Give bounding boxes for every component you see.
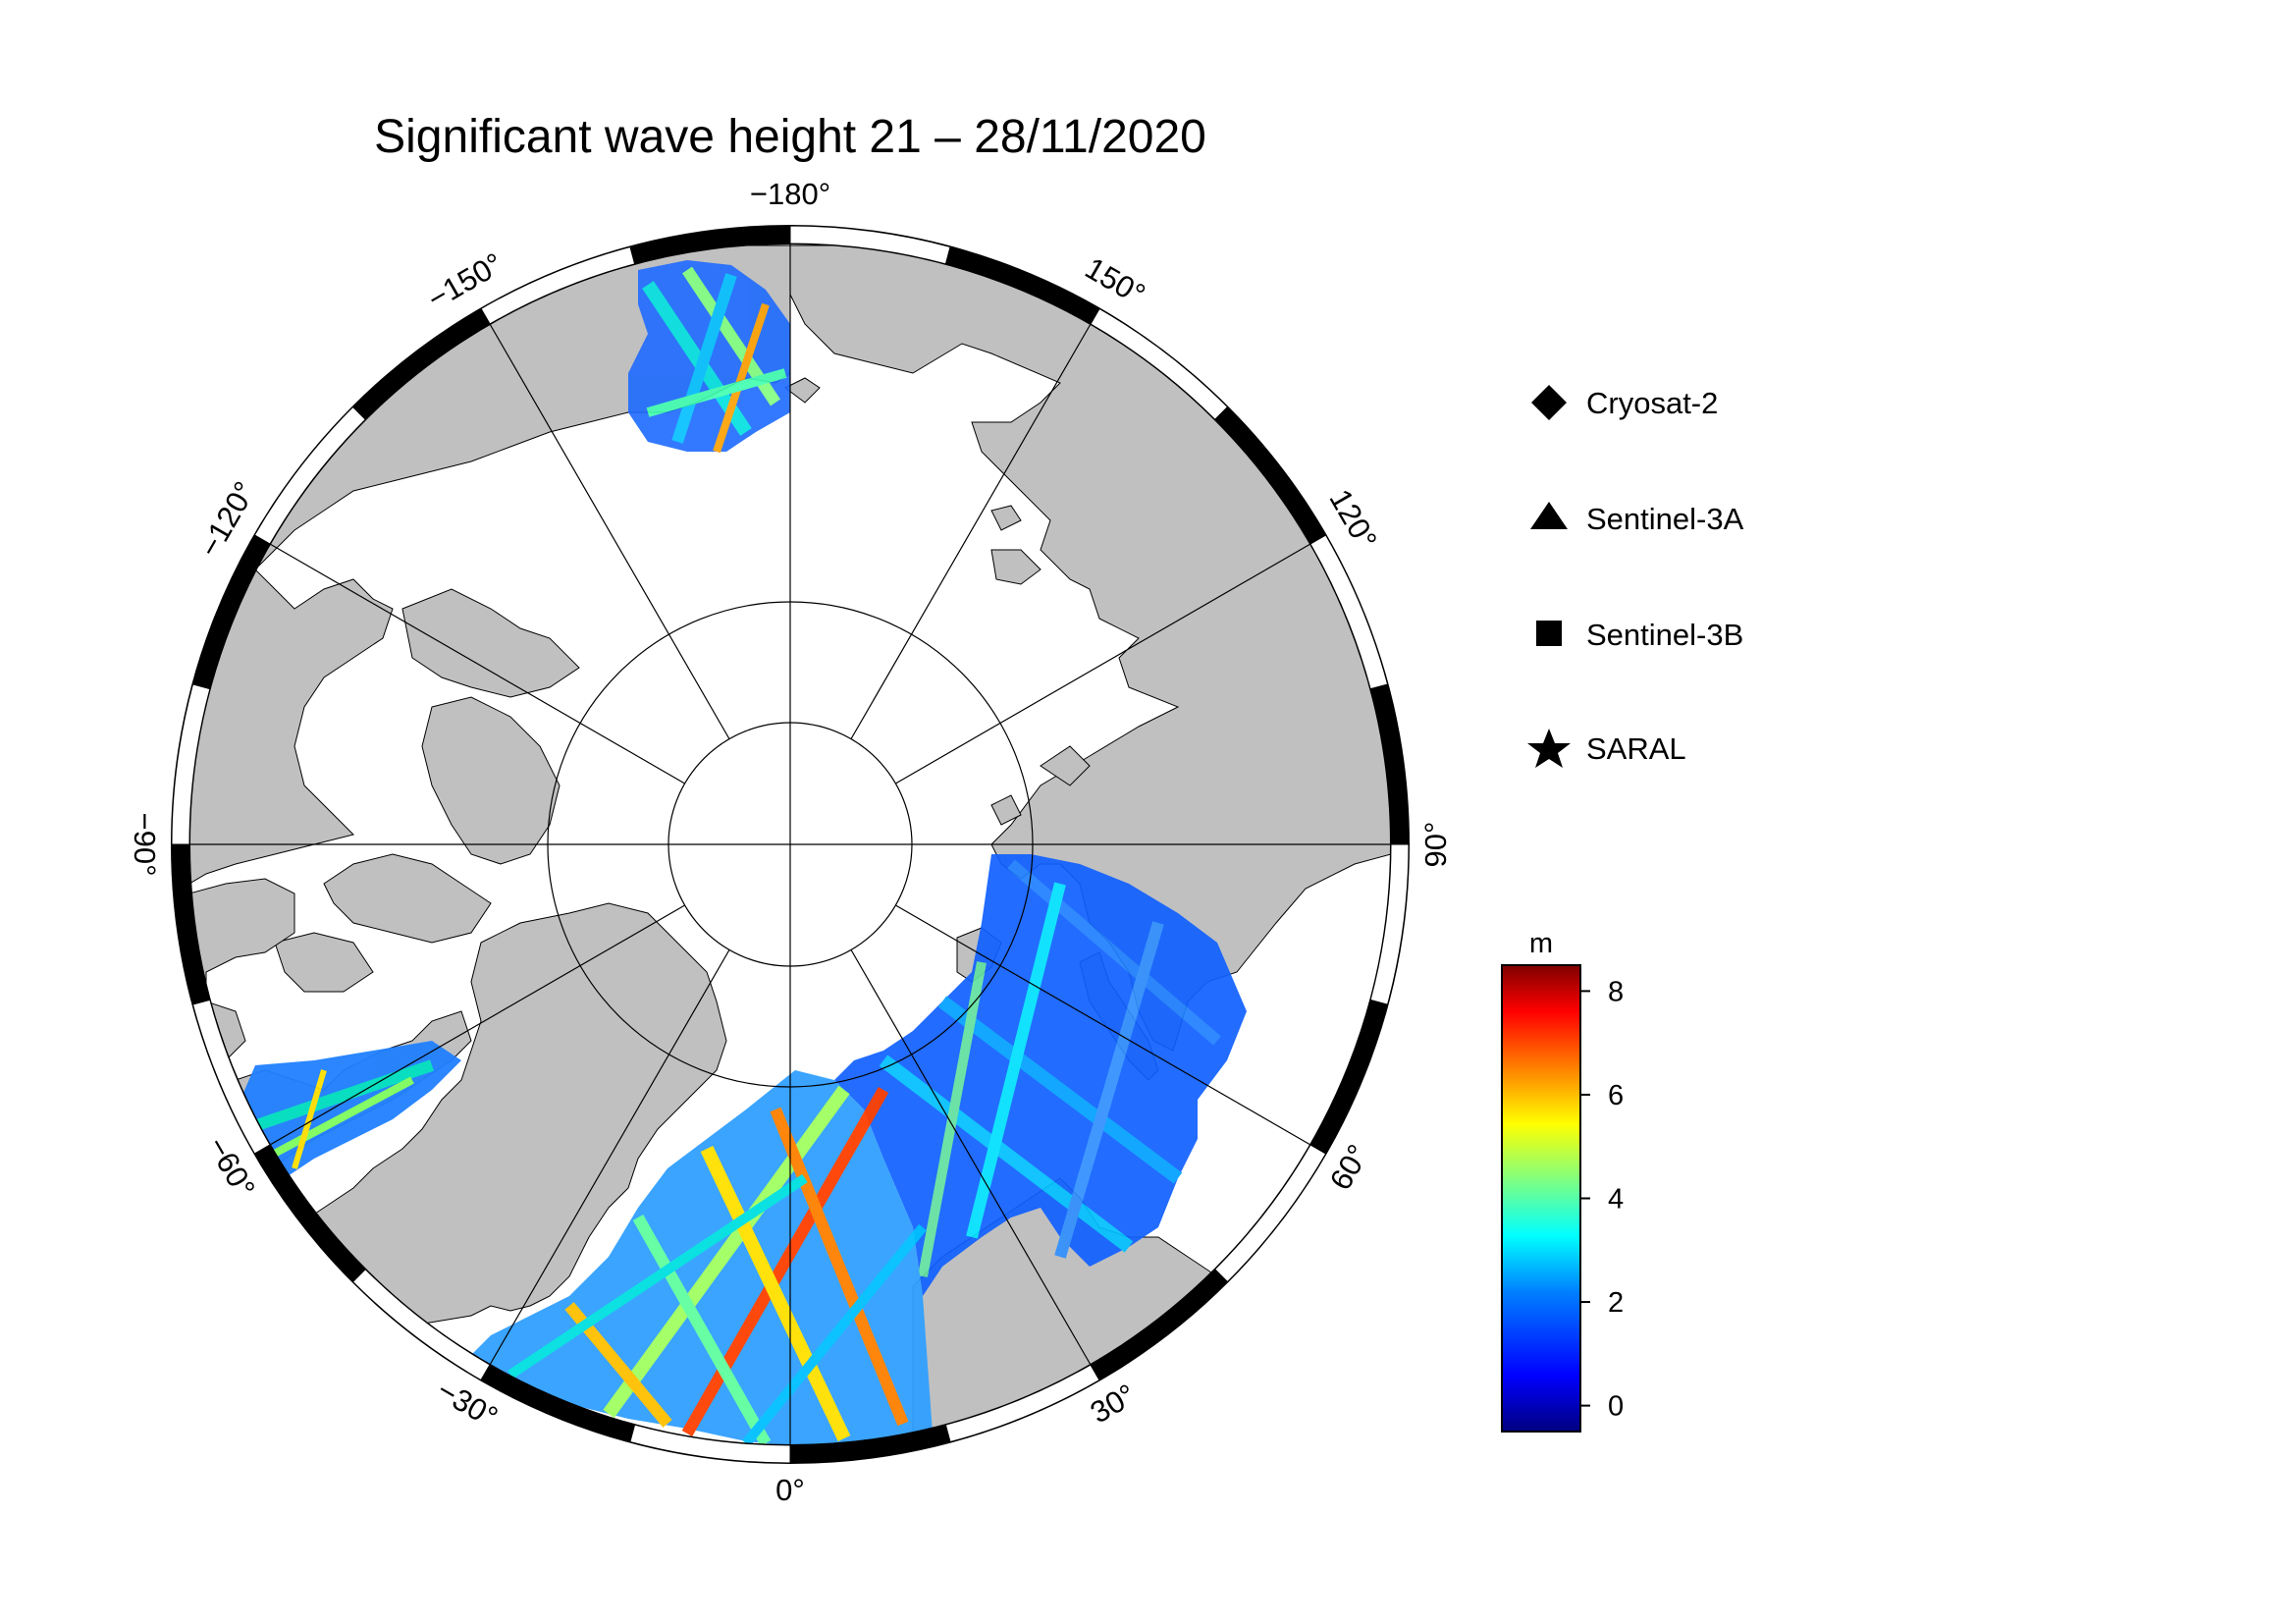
land-canada (189, 568, 394, 885)
legend-label-sentinel-3a: Sentinel-3A (1586, 502, 1744, 536)
lon-label-3: 90° (1418, 822, 1453, 868)
land-wrangel (784, 377, 821, 404)
swath-barents-6 (1054, 921, 1164, 1259)
land-severnaya-zemlya (990, 745, 1091, 826)
legend-label-saral: SARAL (1586, 731, 1686, 766)
meridian--120 (269, 543, 685, 784)
star-icon (1527, 729, 1571, 768)
diamond-icon (1531, 385, 1567, 420)
legend-item-cryosat: Cryosat-2 (1531, 385, 1718, 420)
colorbar-tick-label-0: 0 (1608, 1391, 1624, 1423)
swath-norwegian-2 (603, 1085, 850, 1419)
colorbar-unit: m (1529, 928, 1553, 959)
colorbar-tick-label-4: 8 (1608, 976, 1624, 1007)
meridian-lines (189, 243, 1391, 1445)
swath-labrador-1 (243, 1059, 434, 1135)
meridian--30 (489, 949, 730, 1366)
square-icon (1536, 621, 1562, 646)
colorbar: m 0 2 4 6 8 (1501, 928, 1624, 1433)
tracks-labrador-sea (236, 1041, 461, 1178)
swath-labrador-2 (263, 1076, 414, 1163)
swath-norwegian-7 (507, 1173, 808, 1380)
swath-barents-1 (879, 1055, 1134, 1253)
colorbar-gradient (1501, 964, 1581, 1433)
legend-item-saral: SARAL (1527, 729, 1686, 768)
colorbar-ticks: 0 2 4 6 8 (1580, 976, 1624, 1423)
tracks-bering (628, 260, 790, 454)
legend-label-cryosat: Cryosat-2 (1586, 386, 1718, 420)
lon-label-1: 30° (1085, 1378, 1142, 1431)
polar-map: 0°30°60°90°120°150°−180°−150°−120°−90°−6… (128, 177, 1453, 1507)
altimetry-tracks (236, 260, 1247, 1445)
swath-barents-5 (966, 882, 1066, 1239)
triangle-icon (1530, 502, 1568, 529)
satellite-legend: Cryosat-2 Sentinel-3A Sentinel-3B SARAL (1527, 385, 1744, 768)
swath-bering-5 (646, 368, 787, 417)
legend-item-sentinel-3a: Sentinel-3A (1530, 502, 1744, 536)
lon-label-2: 60° (1323, 1139, 1376, 1196)
legend-label-sentinel-3b: Sentinel-3B (1586, 618, 1743, 652)
land-arctic-archipelago (274, 588, 580, 993)
swath-barents-3 (1007, 859, 1221, 1046)
swath-bering-4 (713, 302, 770, 454)
lon-label-0: 0° (775, 1473, 805, 1507)
meridian-120 (895, 543, 1311, 784)
graticule (189, 243, 1391, 1445)
frame-segment-23 (629, 1424, 791, 1464)
map-title: Significant wave height 21 – 28/11/2020 (374, 111, 1206, 163)
lon-label-6: −180° (750, 177, 830, 211)
legend-item-sentinel-3b: Sentinel-3B (1536, 618, 1743, 652)
map-frame-segments (171, 225, 1410, 1464)
swath-norwegian-5 (632, 1215, 772, 1445)
meridian--150 (489, 323, 730, 739)
swath-norwegian-4 (700, 1145, 851, 1442)
swath-labrador-3 (292, 1069, 327, 1169)
meridian--60 (269, 904, 685, 1146)
land-greenland (284, 902, 727, 1326)
swath-norwegian-3 (770, 1107, 909, 1427)
swath-barents-4 (918, 961, 987, 1277)
land-new-siberian-islands (990, 505, 1041, 585)
meridian-60 (895, 904, 1311, 1146)
colorbar-tick-label-3: 6 (1608, 1080, 1624, 1111)
swath-barents-2 (937, 996, 1183, 1184)
swath-norwegian-1 (681, 1087, 889, 1436)
meridian-30 (850, 949, 1092, 1366)
tracks-barents-kara (834, 854, 1247, 1296)
swath-bering-3 (671, 273, 737, 444)
swath-norwegian-8 (742, 1223, 927, 1445)
colorbar-tick-label-2: 4 (1608, 1184, 1624, 1216)
lon-label-9: −90° (128, 813, 162, 877)
colorbar-tick-label-1: 2 (1608, 1287, 1624, 1319)
meridian-150 (850, 323, 1092, 739)
tracks-norwegian-sea (471, 1070, 933, 1445)
